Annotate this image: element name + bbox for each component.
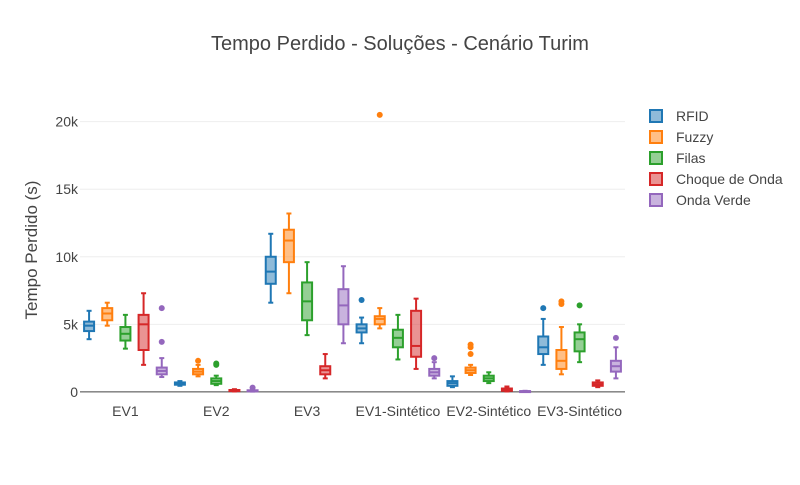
box bbox=[500, 385, 513, 393]
x-tick-label: EV2-Sintético bbox=[446, 403, 531, 419]
box bbox=[192, 357, 205, 378]
y-tick-label: 20k bbox=[55, 114, 79, 130]
box bbox=[282, 212, 295, 295]
box bbox=[464, 341, 477, 376]
box bbox=[555, 298, 568, 376]
outlier-point bbox=[540, 305, 547, 312]
box bbox=[228, 388, 241, 393]
box bbox=[446, 375, 459, 389]
legend-item-onda-verde[interactable]: Onda Verde bbox=[649, 192, 751, 208]
box-body bbox=[373, 315, 386, 326]
series-filas bbox=[119, 261, 586, 387]
legend-item-filas[interactable]: Filas bbox=[649, 150, 706, 166]
legend-swatch bbox=[649, 151, 663, 165]
box bbox=[246, 384, 259, 393]
outlier-point bbox=[358, 297, 365, 303]
x-tick-label: EV3 bbox=[294, 403, 321, 419]
legend-swatch bbox=[649, 193, 663, 207]
outlier-point bbox=[431, 355, 438, 362]
outlier-point bbox=[558, 298, 565, 305]
box bbox=[537, 305, 550, 366]
box bbox=[137, 292, 150, 366]
legend-item-fuzzy[interactable]: Fuzzy bbox=[649, 129, 713, 145]
box bbox=[609, 334, 622, 380]
series-rfid bbox=[83, 232, 550, 389]
y-axis-label: Tempo Perdido (s) bbox=[22, 181, 41, 320]
box-body bbox=[137, 313, 150, 352]
box bbox=[428, 355, 441, 380]
box-body bbox=[555, 349, 568, 370]
outlier-point bbox=[467, 341, 474, 348]
x-tick-label: EV1-Sintético bbox=[356, 403, 441, 419]
legend-item-rfid[interactable]: RFID bbox=[649, 108, 709, 124]
x-tick-label: EV1 bbox=[112, 403, 139, 419]
box bbox=[482, 371, 495, 385]
outlier-point bbox=[467, 351, 474, 358]
outlier-point bbox=[195, 357, 202, 364]
box bbox=[173, 380, 186, 387]
box-body bbox=[537, 335, 550, 356]
y-tick-label: 15k bbox=[55, 181, 79, 197]
box-body bbox=[337, 288, 350, 326]
y-tick-label: 5k bbox=[63, 316, 79, 332]
legend-item-choque-de-onda[interactable]: Choque de Onda bbox=[649, 171, 783, 187]
x-axis-ticks: EV1 EV2 EV3 EV1-Sintético EV2-Sintético EV3-S… bbox=[112, 403, 622, 419]
box bbox=[573, 302, 586, 364]
box bbox=[83, 309, 96, 341]
box bbox=[301, 261, 314, 337]
box bbox=[337, 265, 350, 345]
box bbox=[155, 305, 168, 379]
box bbox=[355, 297, 368, 345]
box-body bbox=[573, 331, 586, 353]
outlier-point bbox=[612, 334, 619, 341]
legend-swatch bbox=[649, 172, 663, 186]
legend[interactable]: RFID Fuzzy Filas Choque de Onda Onda Verde bbox=[649, 108, 783, 208]
outlier-point bbox=[249, 384, 256, 391]
x-tick-label: EV3-Sintético bbox=[537, 403, 622, 419]
box-body bbox=[410, 309, 423, 358]
box bbox=[264, 232, 277, 304]
legend-label: RFID bbox=[676, 108, 709, 124]
y-tick-label: 0 bbox=[70, 384, 78, 400]
chart-title: Tempo Perdido - Soluções - Cenário Turim bbox=[211, 33, 589, 55]
legend-label: Filas bbox=[676, 150, 706, 166]
gridlines bbox=[80, 121, 625, 393]
series-onda-verde bbox=[155, 265, 622, 394]
legend-label: Fuzzy bbox=[676, 129, 713, 145]
box bbox=[319, 353, 332, 380]
box bbox=[391, 313, 404, 361]
box bbox=[591, 379, 604, 389]
outlier-point bbox=[158, 305, 165, 312]
box bbox=[210, 360, 223, 387]
box-body bbox=[282, 228, 295, 264]
outlier-point bbox=[376, 111, 383, 118]
box bbox=[373, 111, 386, 330]
y-tick-label: 10k bbox=[55, 249, 79, 265]
boxes bbox=[83, 111, 622, 394]
y-axis-ticks: 0 5k 10k 15k 20k bbox=[55, 114, 79, 400]
x-tick-label: EV2 bbox=[203, 403, 230, 419]
legend-label: Onda Verde bbox=[676, 192, 751, 208]
series-fuzzy bbox=[101, 111, 568, 378]
outlier-point bbox=[158, 338, 165, 345]
legend-swatch bbox=[649, 109, 663, 123]
box bbox=[519, 389, 532, 394]
legend-label: Choque de Onda bbox=[676, 171, 783, 187]
outlier-point bbox=[576, 302, 583, 309]
box bbox=[119, 313, 132, 350]
series-choque-de-onda bbox=[137, 292, 604, 393]
box bbox=[101, 301, 114, 327]
outlier-point bbox=[213, 360, 220, 367]
box-body bbox=[264, 255, 277, 285]
box bbox=[410, 297, 423, 370]
legend-swatch bbox=[649, 130, 663, 144]
